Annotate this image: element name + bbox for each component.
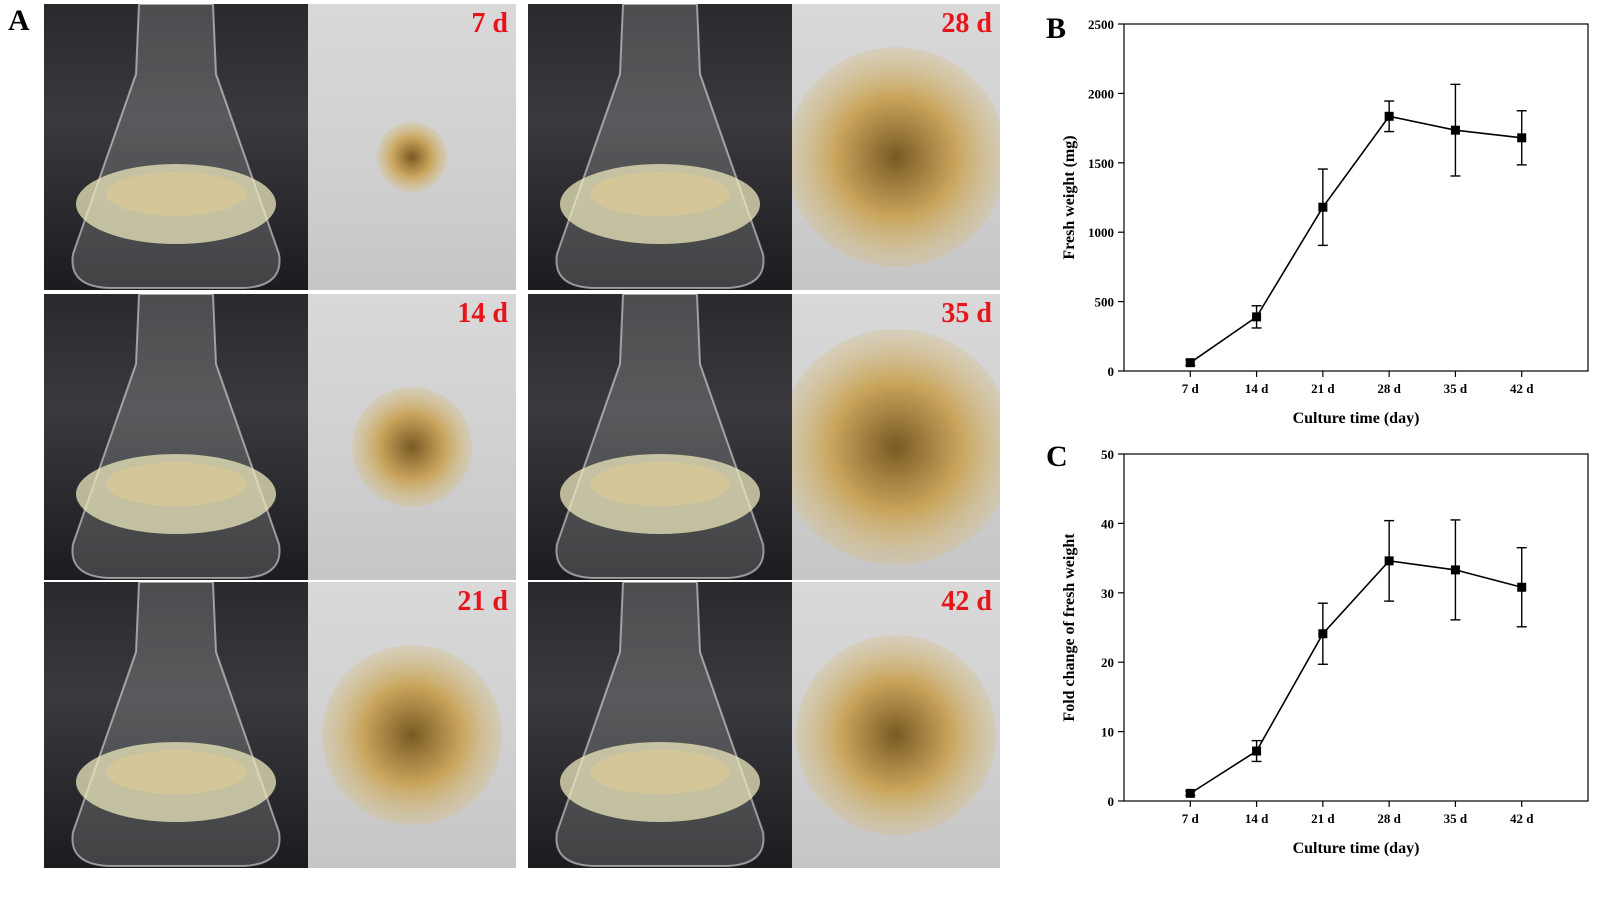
day-label: 21 d (457, 586, 508, 617)
panel-label-a: A (8, 4, 30, 37)
data-point (1318, 629, 1328, 639)
y-tick-label: 1500 (1088, 156, 1114, 171)
x-tick-label: 7 d (1182, 381, 1200, 396)
x-tick-label: 42 d (1510, 381, 1534, 396)
roots-photo: 14 d (308, 294, 516, 580)
day-label: 28 d (941, 8, 992, 39)
y-tick-label: 50 (1101, 447, 1114, 462)
x-tick-label: 14 d (1245, 811, 1269, 826)
x-tick-label: 42 d (1510, 811, 1534, 826)
data-point (1252, 746, 1262, 756)
roots-photo: 35 d (792, 294, 1000, 580)
x-tick-label: 28 d (1377, 811, 1401, 826)
data-point (1450, 125, 1460, 135)
x-axis-title: Culture time (day) (1293, 840, 1420, 857)
data-point (1185, 788, 1195, 798)
hairy-roots-illustration (322, 645, 502, 825)
flask-photo (44, 294, 308, 580)
y-tick-label: 30 (1101, 586, 1114, 601)
x-tick-label: 7 d (1182, 811, 1200, 826)
data-point (1318, 202, 1328, 212)
flask-photo (44, 582, 308, 868)
flask-illustration (555, 582, 765, 867)
panel-label-c: C (1046, 440, 1068, 473)
y-tick-label: 500 (1095, 295, 1115, 310)
x-tick-label: 21 d (1311, 381, 1335, 396)
chart-c-fold-change: 0 10 20 30 40 50 7 d 14 d 21 d 28 d 35 d 42 d Cultur… (1061, 447, 1589, 857)
x-axis-title: Culture time (day) (1293, 410, 1420, 427)
x-tick-label: 35 d (1444, 381, 1468, 396)
y-tick-label: 1000 (1088, 225, 1114, 240)
roots-photo: 42 d (792, 582, 1000, 868)
panel-label-b: B (1046, 12, 1067, 45)
y-tick-label: 10 (1101, 725, 1114, 740)
data-point (1252, 312, 1262, 322)
data-point (1450, 565, 1460, 575)
flask-illustration (71, 4, 281, 289)
data-point (1517, 582, 1527, 592)
flask-illustration (71, 294, 281, 579)
flask-photo (44, 4, 308, 290)
y-tick-label: 2500 (1088, 17, 1114, 32)
x-tick-label: 14 d (1245, 381, 1269, 396)
x-tick-label: 28 d (1377, 381, 1401, 396)
day-label: 14 d (457, 298, 508, 329)
flask-photo (528, 582, 792, 868)
day-label: 35 d (941, 298, 992, 329)
roots-photo: 21 d (308, 582, 516, 868)
roots-photo: 7 d (308, 4, 516, 290)
roots-photo: 28 d (792, 4, 1000, 290)
data-point (1517, 133, 1527, 143)
y-axis-title: Fold change of fresh weight (1061, 533, 1078, 722)
flask-photo (528, 294, 792, 580)
data-point (1384, 111, 1394, 121)
chart-b-fresh-weight: 0 500 1000 1500 2000 2500 7 d 14 d 21 d 28 d 35 d 4… (1061, 17, 1589, 427)
flask-photo (528, 4, 792, 290)
x-tick-label: 21 d (1311, 811, 1335, 826)
flask-illustration (555, 4, 765, 289)
plot-frame (1123, 453, 1589, 802)
series-line (1189, 115, 1522, 364)
photo-grid: 7 d 14 d 21 d 28 d (44, 4, 1032, 868)
y-tick-label: 0 (1108, 794, 1115, 809)
hairy-roots-illustration (792, 329, 1000, 565)
hairy-roots-illustration (352, 387, 472, 507)
hairy-roots-illustration (796, 635, 996, 835)
plot-frame (1123, 23, 1589, 372)
day-label: 7 d (471, 8, 508, 39)
hairy-roots-illustration (377, 122, 447, 192)
y-tick-label: 40 (1101, 516, 1114, 531)
day-label: 42 d (941, 586, 992, 617)
y-tick-label: 20 (1101, 655, 1114, 670)
y-axis-title: Fresh weight (mg) (1061, 135, 1078, 259)
hairy-roots-illustration (792, 47, 1000, 267)
data-point (1185, 358, 1195, 368)
y-tick-label: 0 (1108, 364, 1115, 379)
flask-illustration (71, 582, 281, 867)
data-point (1384, 556, 1394, 566)
x-tick-label: 35 d (1444, 811, 1468, 826)
series-line (1189, 560, 1522, 795)
y-tick-label: 2000 (1088, 86, 1114, 101)
flask-illustration (555, 294, 765, 579)
